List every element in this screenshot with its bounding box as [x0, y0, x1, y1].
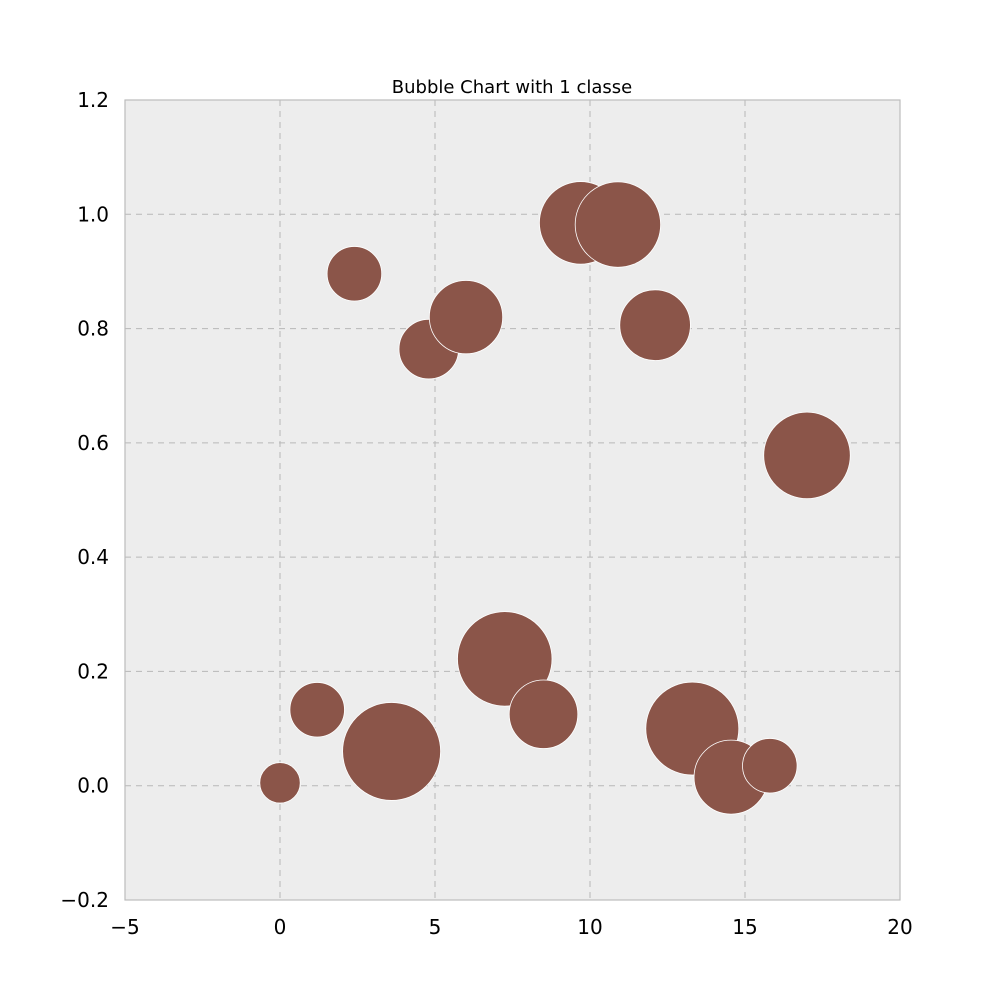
y-tick-label: 0.6 — [77, 431, 109, 455]
bubble-point — [259, 762, 301, 804]
bubble-point — [574, 181, 662, 268]
bubble-point — [326, 246, 383, 302]
y-tick-label: 0.4 — [77, 545, 109, 569]
bubble-point — [763, 411, 851, 500]
y-tick-label: 0.0 — [77, 774, 109, 798]
bubble-point — [742, 738, 798, 794]
x-tick-label: 5 — [429, 915, 442, 939]
x-tick-label: 0 — [274, 915, 287, 939]
x-tick-label: 10 — [577, 915, 602, 939]
plot-frame — [124, 99, 901, 901]
y-tick-label: 1.0 — [77, 202, 109, 226]
bubble-series — [259, 181, 851, 815]
bubble-point — [508, 679, 579, 749]
y-tick-label: 1.2 — [77, 88, 109, 112]
y-tick-label: −0.2 — [60, 888, 109, 912]
bubble-point — [457, 611, 553, 707]
chart-title: Bubble Chart with 1 classe — [392, 77, 632, 98]
bubble-point — [428, 280, 504, 355]
y-tick-label: 0.8 — [77, 317, 109, 341]
y-tick-label: 0.2 — [77, 659, 109, 683]
x-tick-label: −5 — [110, 915, 139, 939]
x-tick-label: 15 — [732, 915, 757, 939]
axis-ticks: −5 0 5 10 15 20 −0.2 0.0 0.2 0.4 0.6 0.8 1.0 1.2 — [60, 88, 912, 939]
x-tick-label: 20 — [887, 915, 912, 939]
bubble-point — [342, 702, 442, 801]
bubble-point — [619, 289, 691, 361]
bubble-point — [289, 682, 345, 738]
